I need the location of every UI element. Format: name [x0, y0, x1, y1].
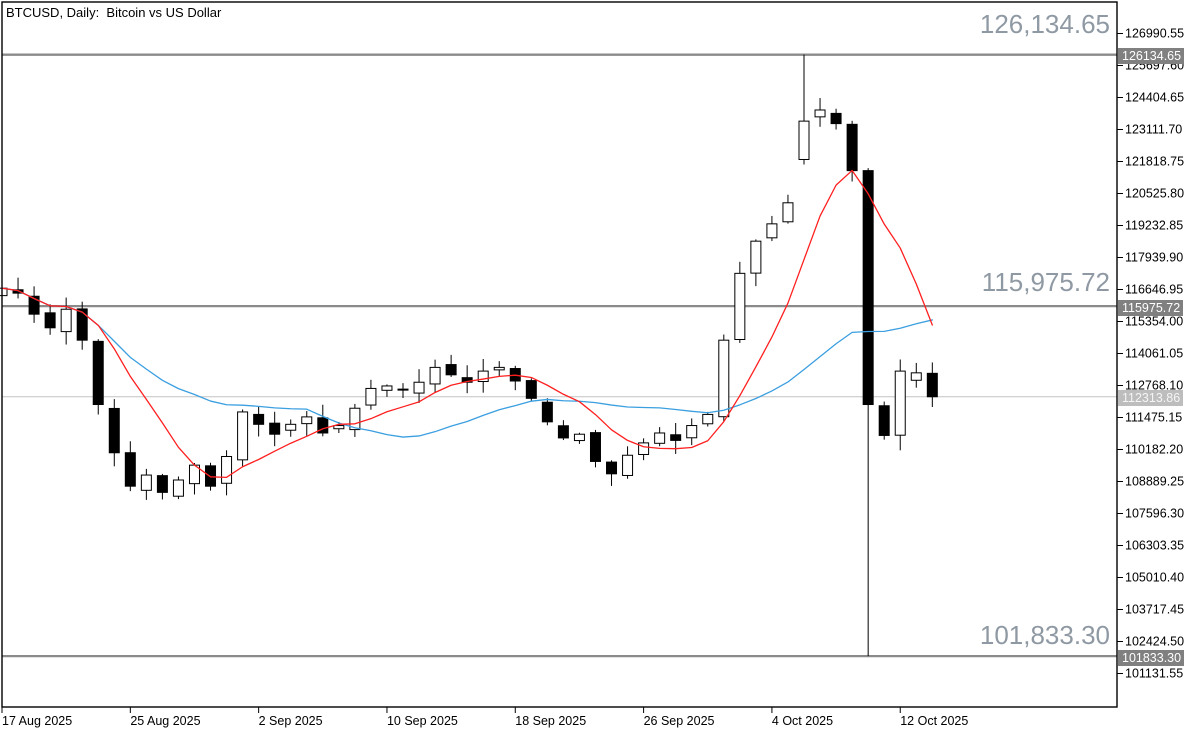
svg-text:17 Aug 2025: 17 Aug 2025 [2, 714, 72, 728]
svg-text:108889.25: 108889.25 [1125, 475, 1184, 489]
svg-text:121818.75: 121818.75 [1125, 155, 1184, 169]
svg-text:18 Sep 2025: 18 Sep 2025 [515, 714, 586, 728]
svg-text:120525.80: 120525.80 [1125, 187, 1184, 201]
svg-text:105010.40: 105010.40 [1125, 571, 1184, 585]
svg-text:123111.70: 123111.70 [1125, 123, 1182, 137]
svg-text:2 Sep 2025: 2 Sep 2025 [259, 714, 323, 728]
svg-text:25 Aug 2025: 25 Aug 2025 [130, 714, 200, 728]
svg-text:126990.55: 126990.55 [1125, 27, 1184, 41]
svg-text:117939.90: 117939.90 [1125, 251, 1183, 265]
svg-text:10 Sep 2025: 10 Sep 2025 [387, 714, 458, 728]
svg-text:106303.35: 106303.35 [1125, 539, 1184, 553]
svg-text:103717.45: 103717.45 [1125, 603, 1184, 617]
svg-text:4 Oct 2025: 4 Oct 2025 [772, 714, 833, 728]
svg-text:101131.55: 101131.55 [1125, 667, 1183, 681]
svg-text:116646.95: 116646.95 [1125, 283, 1183, 297]
svg-text:12 Oct 2025: 12 Oct 2025 [900, 714, 968, 728]
svg-text:119232.85: 119232.85 [1125, 219, 1183, 233]
svg-text:115354.00: 115354.00 [1125, 315, 1183, 329]
svg-text:102424.50: 102424.50 [1125, 635, 1184, 649]
svg-text:114061.05: 114061.05 [1125, 347, 1183, 361]
svg-text:107596.30: 107596.30 [1125, 507, 1184, 521]
svg-text:110182.20: 110182.20 [1125, 443, 1183, 457]
svg-text:26 Sep 2025: 26 Sep 2025 [644, 714, 715, 728]
svg-text:111475.15: 111475.15 [1125, 411, 1182, 425]
svg-text:124404.65: 124404.65 [1125, 91, 1184, 105]
